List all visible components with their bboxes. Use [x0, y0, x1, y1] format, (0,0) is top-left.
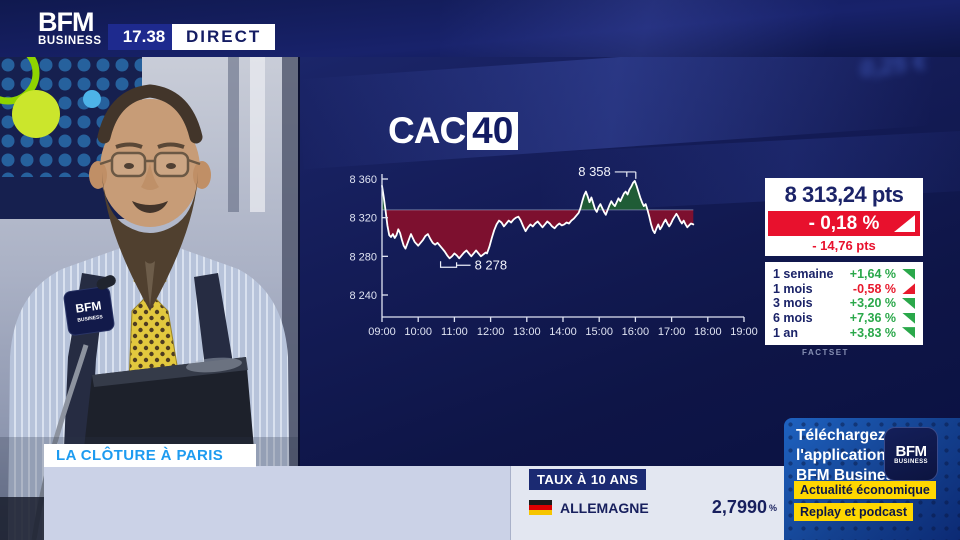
down-triangle-icon [894, 215, 915, 232]
index-title-40: 40 [467, 111, 519, 151]
presenter-beard [102, 172, 198, 311]
trend-triangle-icon [902, 327, 915, 339]
index-title: CAC 40 [388, 110, 519, 152]
change-percent-bar: - 0,18 % [768, 211, 920, 236]
period-value: +7,36 % [849, 311, 896, 326]
svg-text:14:00: 14:00 [549, 326, 577, 338]
period-label: 6 mois [773, 311, 813, 326]
top-bar: BFM BUSINESS 17.38 DIRECT [0, 0, 960, 57]
period-value: +1,64 % [849, 267, 896, 282]
svg-text:8 280: 8 280 [349, 251, 377, 263]
period-label: 1 semaine [773, 267, 834, 282]
clock: 17.38 [108, 24, 180, 50]
trend-triangle-icon [902, 312, 915, 324]
svg-text:8 240: 8 240 [349, 290, 377, 302]
channel-logo-subtext: BUSINESS [38, 35, 102, 47]
live-badge: DIRECT [172, 24, 276, 50]
decor-blue-dot [83, 90, 101, 108]
presenter-video-feed: BFM BUSINESS [0, 57, 300, 540]
table-row: 3 mois +3,20 % [773, 296, 915, 311]
trend-triangle-icon [902, 283, 915, 295]
svg-text:19:00: 19:00 [730, 326, 758, 338]
svg-text:17:00: 17:00 [658, 326, 686, 338]
change-points: - 14,76 pts [812, 238, 876, 253]
svg-text:8 278: 8 278 [475, 257, 508, 272]
index-value: 8 313,24 pts [784, 182, 904, 207]
trend-triangle-icon [902, 268, 915, 280]
svg-text:10:00: 10:00 [404, 326, 432, 338]
svg-text:11:00: 11:00 [441, 326, 468, 338]
svg-text:09:00: 09:00 [368, 326, 396, 338]
presenter-hair [97, 84, 203, 144]
svg-text:15:00: 15:00 [585, 326, 613, 338]
period-value: +3,20 % [849, 296, 896, 311]
svg-text:8 360: 8 360 [349, 174, 377, 186]
period-label: 1 mois [773, 281, 813, 296]
table-row: 1 an +3,83 % [773, 325, 915, 340]
table-row: 1 mois -0,58 % [773, 282, 915, 297]
performance-table: 1 semaine +1,64 % 1 mois -0,58 % 3 mois … [765, 262, 923, 345]
top-bar-sheen [440, 0, 960, 57]
period-label: 1 an [773, 325, 799, 340]
intraday-line-chart: 8 360 8 320 8 280 8 240 09:00 10:00 11:00 12:00… [349, 164, 758, 338]
period-label: 3 mois [773, 296, 813, 311]
svg-text:8 320: 8 320 [349, 213, 377, 225]
period-value: +3,83 % [849, 325, 896, 340]
decor-chartreuse-circle [12, 90, 60, 138]
svg-text:BFM: BFM [75, 298, 103, 315]
index-title-cac: CAC [388, 110, 466, 151]
svg-text:13:00: 13:00 [513, 326, 541, 338]
svg-text:8 358: 8 358 [578, 164, 611, 179]
svg-text:BUSINESS: BUSINESS [77, 314, 104, 324]
period-value: -0,58 % [852, 281, 896, 296]
quote-main-box: 8 313,24 pts - 0,18 % - 14,76 pts [765, 178, 923, 256]
microphone-flag: BFM BUSINESS [63, 286, 115, 336]
channel-logo: BFM BUSINESS [38, 9, 102, 48]
svg-text:16:00: 16:00 [622, 326, 650, 338]
change-percent: - 0,18 % [808, 212, 880, 234]
presenter-illustration: BFM BUSINESS [0, 57, 298, 540]
table-row: 1 semaine +1,64 % [773, 267, 915, 282]
data-source-credit: FACTSET [802, 348, 849, 357]
table-row: 6 mois +7,36 % [773, 311, 915, 326]
svg-text:12:00: 12:00 [477, 326, 505, 338]
decor-green-ring [0, 57, 40, 105]
trend-triangle-icon [902, 297, 915, 309]
quote-panel: 8 313,24 pts - 0,18 % - 14,76 pts 1 sema… [765, 178, 923, 345]
channel-logo-text: BFM [38, 7, 94, 37]
svg-text:18:00: 18:00 [694, 326, 722, 338]
